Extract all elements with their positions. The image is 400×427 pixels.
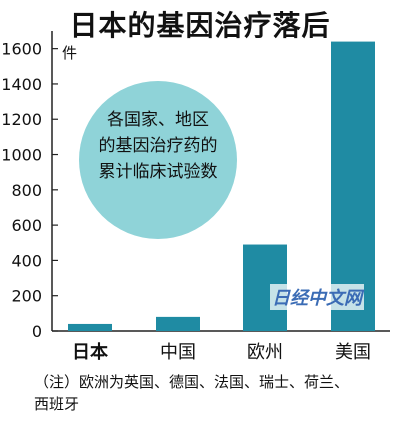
labels: 日本 中国 欧州 美国 (72, 341, 371, 363)
y-tick-label: 1000 (1, 146, 42, 165)
y-tick-label: 1400 (1, 75, 42, 94)
y-tick-label: 0 (32, 322, 42, 341)
axes: 0 200 400 600 800 1000 1200 1400 1600 件 (1, 31, 390, 341)
y-tick-label: 200 (11, 287, 42, 306)
y-tick-label: 600 (11, 216, 42, 235)
footnote-line-1: （注）欧洲为英国、德国、法国、瑞士、荷兰、 (34, 373, 350, 391)
y-tick-label: 400 (11, 251, 42, 270)
x-tick-label: 美国 (335, 342, 371, 363)
footnote-line-2: 西班牙 (34, 395, 80, 413)
bar-3 (331, 41, 375, 332)
bubble-text-line: 的基因治疗药的 (99, 136, 218, 156)
bars (68, 41, 375, 332)
y-tick-label: 1600 (1, 40, 42, 59)
y-unit-label: 件 (62, 44, 77, 62)
y-tick-label: 800 (11, 181, 42, 200)
bubble-text-line: 各国家、地区 (107, 110, 209, 130)
watermark: 日经中文网 (270, 284, 364, 310)
bar-1 (156, 316, 200, 331)
chart-title: 日本的基因治疗落后 (69, 9, 331, 42)
bubble-text-line: 累计临床试验数 (99, 162, 218, 182)
y-tick-label: 1200 (1, 110, 42, 129)
bubble-circle (79, 81, 237, 239)
x-tick-label: 中国 (160, 342, 196, 363)
x-tick-label: 日本 (72, 341, 108, 363)
x-tick-label: 欧州 (247, 342, 283, 363)
bar-0 (68, 323, 112, 331)
